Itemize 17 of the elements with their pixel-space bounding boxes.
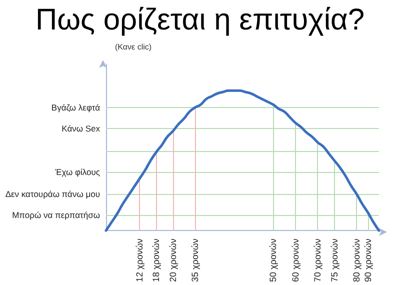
ref-line-label: Βγάζω λεφτά (51, 102, 100, 112)
ref-line-label: Έχω φίλους (54, 166, 100, 177)
x-tick-label: 12 χρονών (134, 238, 144, 282)
x-tick-label: 50 χρονών (268, 238, 278, 282)
ref-line-label: Μπορώ να περπατήσω (12, 210, 100, 220)
x-tick-label: 80 χρονών (352, 238, 362, 282)
x-tick-label: 75 χρονών (329, 238, 340, 282)
x-tick-label: 20 χρονών (168, 238, 178, 282)
x-tick-label: 35 χρονών (190, 238, 200, 282)
x-tick-label: 60 χρονών (290, 238, 300, 282)
chart-subtitle: (Κανε clic) (115, 42, 152, 52)
x-tick-label: 18 χρονών (151, 238, 162, 282)
x-tick-label: 90 χρονών (362, 238, 373, 282)
chart-title: Πως ορίζεται η επιτυχία? (35, 4, 365, 36)
ref-line-label: Κάνω Sex (62, 123, 101, 134)
ref-line-label: Δεν κατουράω πάνω μου (5, 189, 100, 200)
x-tick-label: 70 χρονών (312, 238, 323, 282)
